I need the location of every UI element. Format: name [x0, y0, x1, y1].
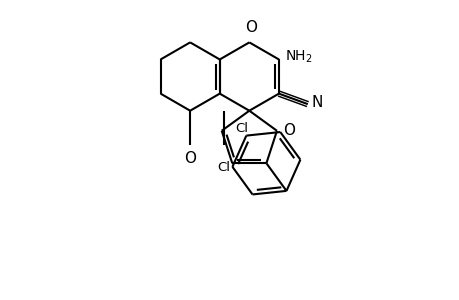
Text: Cl: Cl: [234, 122, 247, 135]
Text: O: O: [282, 123, 295, 138]
Text: NH$_2$: NH$_2$: [285, 49, 312, 65]
Text: O: O: [184, 151, 196, 166]
Text: N: N: [311, 95, 323, 110]
Text: Cl: Cl: [217, 161, 230, 174]
Text: O: O: [245, 20, 257, 35]
